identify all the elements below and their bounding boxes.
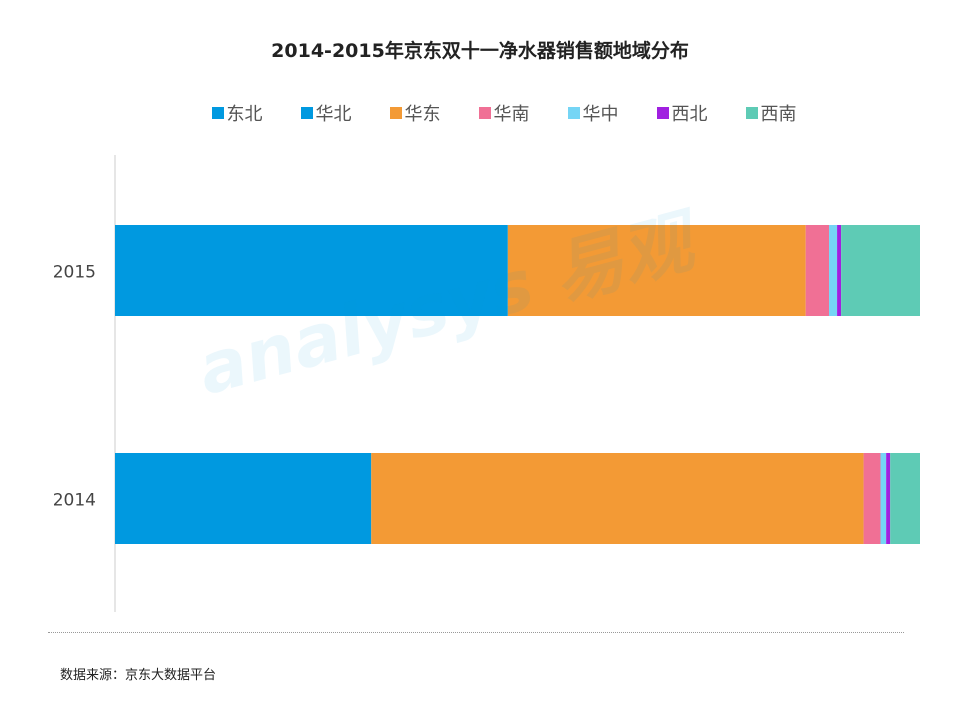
bar-segment[interactable] <box>837 225 842 316</box>
legend-item[interactable]: 华东 <box>389 100 441 126</box>
legend-item[interactable]: 西北 <box>656 100 708 126</box>
bar-segment[interactable] <box>829 225 838 316</box>
bar-segment[interactable] <box>805 225 830 316</box>
legend-item[interactable]: 华中 <box>567 100 619 126</box>
legend-swatch <box>478 107 491 119</box>
legend-label: 东北 <box>226 104 263 125</box>
bar-segment[interactable] <box>886 453 891 544</box>
legend-label: 华中 <box>582 104 619 125</box>
bar-segment[interactable] <box>841 225 920 316</box>
legend-swatch <box>567 107 580 119</box>
bar-segment[interactable] <box>115 453 372 544</box>
y-tick-label: 2014 <box>53 491 96 511</box>
bar-segment[interactable] <box>115 225 508 316</box>
bar-segment[interactable] <box>371 453 864 544</box>
bar-segment[interactable] <box>863 453 881 544</box>
bar-segment[interactable] <box>890 453 920 544</box>
legend-label: 西南 <box>760 104 797 125</box>
legend: 东北 华北 华东 华南 华中 西北 西南 <box>0 100 960 126</box>
legend-swatch <box>211 107 224 119</box>
chart-title: 2014-2015年京东双十一净水器销售额地域分布 <box>271 40 689 62</box>
legend-label: 华东 <box>404 104 441 125</box>
legend-swatch <box>300 107 313 119</box>
legend-item[interactable]: 华北 <box>300 100 352 126</box>
legend-label: 西北 <box>671 104 708 125</box>
legend-swatch <box>656 107 669 119</box>
legend-swatch <box>745 107 758 119</box>
legend-item[interactable]: 西南 <box>745 100 797 126</box>
source-note: 数据来源：京东大数据平台 <box>60 668 217 683</box>
bar-segment[interactable] <box>507 225 806 316</box>
legend-item[interactable]: 东北 <box>211 100 263 126</box>
legend-swatch <box>389 107 402 119</box>
y-tick-label: 2015 <box>53 263 96 283</box>
legend-item[interactable]: 华南 <box>478 100 530 126</box>
legend-label: 华南 <box>493 104 530 125</box>
divider <box>48 632 904 633</box>
bar-segment[interactable] <box>880 453 887 544</box>
legend-label: 华北 <box>315 104 352 125</box>
